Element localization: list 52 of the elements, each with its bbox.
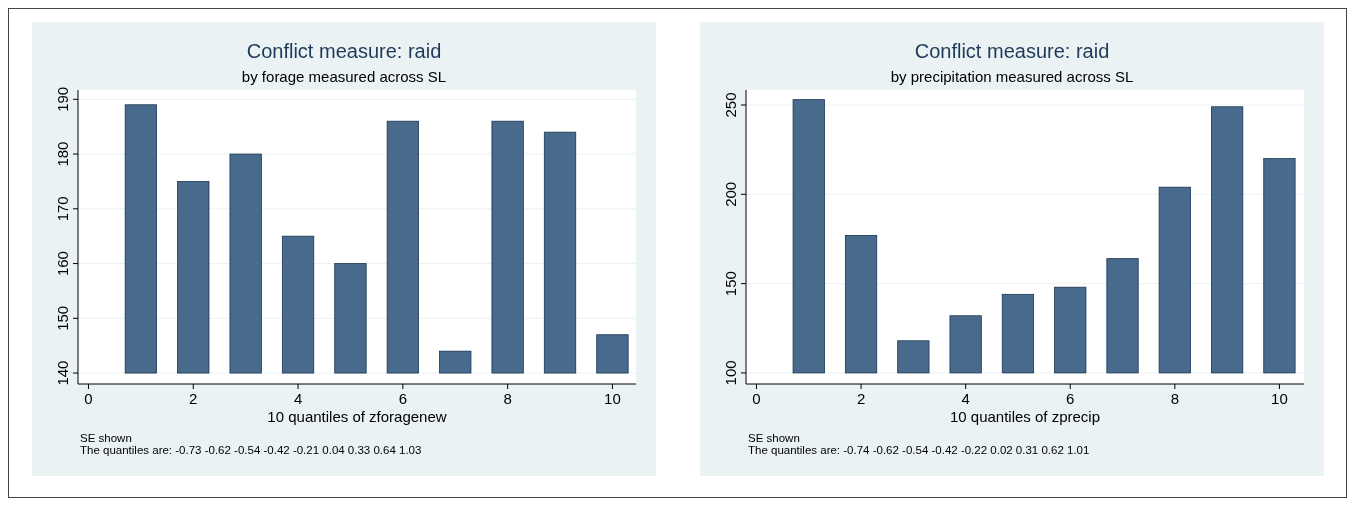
- bar: [792, 99, 825, 374]
- text: SE shown: [748, 432, 800, 444]
- y-tick-label: 100: [722, 360, 739, 386]
- x-axis-title: 10 quantiles of zforagenew: [267, 408, 447, 425]
- bar: [1001, 293, 1035, 374]
- y-tick-label: 170: [54, 196, 71, 222]
- chart-title: Conflict measure: raid: [246, 40, 442, 62]
- chart-subtitle: by forage measured across SL: [241, 68, 447, 85]
- y-tick-label: 180: [54, 141, 71, 167]
- chart-title: Conflict measure: raid: [914, 40, 1110, 62]
- x-tick-label: 0: [84, 390, 93, 407]
- bar: [543, 131, 577, 374]
- bar: [897, 340, 930, 374]
- y-tick-label: 140: [54, 360, 71, 386]
- x-tick-label: 2: [856, 390, 866, 407]
- bar: [844, 234, 878, 374]
- bar: [281, 235, 315, 374]
- text: SE shown: [80, 432, 132, 444]
- text: The quantiles are: -0.73 -0.62 -0.54 -0.42 -0.21 0.04 0.33 0.64 1.03: [80, 444, 422, 456]
- y-tick-label: 160: [54, 251, 71, 277]
- y-tick-label: 250: [722, 92, 739, 118]
- x-tick-label: 10: [1271, 390, 1288, 407]
- y-tick-label: 150: [722, 271, 739, 297]
- x-tick-label: 8: [1170, 390, 1179, 407]
- bar: [334, 263, 367, 374]
- bar: [1263, 158, 1296, 374]
- bar: [1106, 258, 1139, 374]
- bar: [229, 153, 262, 374]
- x-tick-label: 6: [1066, 390, 1075, 407]
- x-tick-label: 6: [398, 390, 408, 407]
- text: The quantiles are: -0.74 -0.62 -0.54 -0.42 -0.22 0.02 0.31 0.62 1.01: [748, 444, 1090, 456]
- bar: [949, 315, 982, 374]
- bar: [491, 120, 524, 374]
- bar: [596, 334, 629, 374]
- bar: [1158, 186, 1191, 374]
- bar: [124, 104, 157, 374]
- chart-subtitle: by precipitation measured across SL: [890, 68, 1134, 85]
- y-tick-label: 190: [54, 86, 71, 112]
- x-tick-label: 4: [293, 390, 303, 407]
- x-tick-label: 10: [604, 390, 621, 407]
- x-tick-label: 4: [961, 390, 970, 407]
- bar: [177, 181, 210, 374]
- x-tick-label: 0: [752, 390, 761, 407]
- bar: [1211, 106, 1244, 374]
- y-tick-label: 150: [54, 305, 71, 331]
- y-tick-label: 200: [722, 181, 739, 207]
- x-axis-title: 10 quantiles of zprecip: [949, 408, 1101, 425]
- bar: [1054, 286, 1087, 374]
- x-tick-label: 2: [189, 390, 198, 407]
- x-tick-label: 8: [503, 390, 512, 407]
- bar: [439, 350, 472, 374]
- bar: [386, 120, 419, 374]
